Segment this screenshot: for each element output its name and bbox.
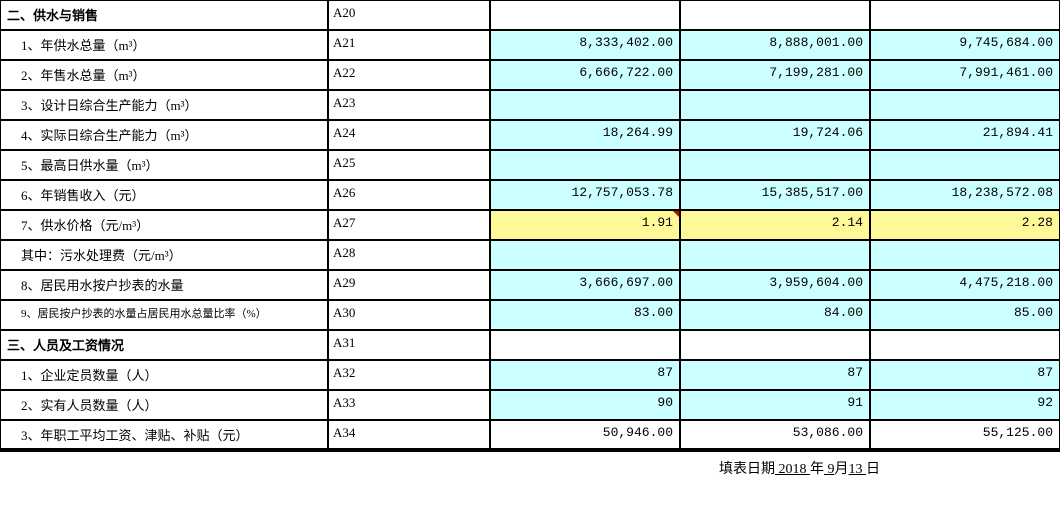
value-cell [680, 0, 870, 30]
value-cell: 87 [680, 360, 870, 390]
value-cell [490, 150, 680, 180]
table-row: 2、年售水总量（m³）A226,666,722.007,199,281.007,… [0, 60, 1060, 90]
section-header-cell: 三、人员及工资情况 [0, 330, 328, 360]
footer-year-suffix: 年 [810, 462, 824, 477]
row-label-cell: 3、年职工平均工资、津贴、补贴（元） [0, 420, 328, 450]
table-row: 其中：污水处理费（元/m³）A28 [0, 240, 1060, 270]
value-cell: 3,959,604.00 [680, 270, 870, 300]
footer-prefix: 填表日期 [719, 462, 775, 477]
value-cell [490, 330, 680, 360]
fill-date-line: 填表日期 2018 年 9月13 日 [0, 450, 1060, 484]
value-cell: 15,385,517.00 [680, 180, 870, 210]
table-row: 3、年职工平均工资、津贴、补贴（元）A3450,946.0053,086.005… [0, 420, 1060, 450]
table-row: 三、人员及工资情况A31 [0, 330, 1060, 360]
value-cell [870, 90, 1060, 120]
value-cell [870, 150, 1060, 180]
value-cell [870, 0, 1060, 30]
value-cell: 6,666,722.00 [490, 60, 680, 90]
table-row: 3、设计日综合生产能力（m³）A23 [0, 90, 1060, 120]
value-cell: 55,125.00 [870, 420, 1060, 450]
row-code-cell: A32 [328, 360, 490, 390]
value-cell: 18,264.99 [490, 120, 680, 150]
footer-year: 2018 [775, 462, 810, 477]
row-label-cell: 1、企业定员数量（人） [0, 360, 328, 390]
value-cell: 8,888,001.00 [680, 30, 870, 60]
table-row: 8、居民用水按户抄表的水量A293,666,697.003,959,604.00… [0, 270, 1060, 300]
row-label-cell: 3、设计日综合生产能力（m³） [0, 90, 328, 120]
row-code-cell: A21 [328, 30, 490, 60]
table-row: 1、年供水总量（m³）A218,333,402.008,888,001.009,… [0, 30, 1060, 60]
table-row: 4、实际日综合生产能力（m³）A2418,264.9919,724.0621,8… [0, 120, 1060, 150]
value-cell: 87 [870, 360, 1060, 390]
row-code-cell: A33 [328, 390, 490, 420]
value-cell [680, 240, 870, 270]
table-row: 9、居民按户抄表的水量占居民用水总量比率（%）A3083.0084.0085.0… [0, 300, 1060, 330]
value-cell: 9,745,684.00 [870, 30, 1060, 60]
row-label-cell: 其中：污水处理费（元/m³） [0, 240, 328, 270]
value-cell: 7,991,461.00 [870, 60, 1060, 90]
row-label-cell: 1、年供水总量（m³） [0, 30, 328, 60]
value-cell: 90 [490, 390, 680, 420]
row-code-cell: A24 [328, 120, 490, 150]
value-cell: 53,086.00 [680, 420, 870, 450]
row-code-cell: A26 [328, 180, 490, 210]
row-label-cell: 6、年销售收入（元） [0, 180, 328, 210]
row-code-cell: A23 [328, 90, 490, 120]
table-row: 6、年销售收入（元）A2612,757,053.7815,385,517.001… [0, 180, 1060, 210]
value-cell [680, 330, 870, 360]
row-code-cell: A31 [328, 330, 490, 360]
value-cell: 83.00 [490, 300, 680, 330]
footer-day-suffix: 日 [866, 462, 880, 477]
value-cell: 12,757,053.78 [490, 180, 680, 210]
value-cell: 91 [680, 390, 870, 420]
footer-month: 9 [824, 462, 835, 477]
row-code-cell: A28 [328, 240, 490, 270]
row-code-cell: A29 [328, 270, 490, 300]
value-cell [680, 150, 870, 180]
value-cell: 84.00 [680, 300, 870, 330]
table-row: 二、供水与销售A20 [0, 0, 1060, 30]
row-label-cell: 8、居民用水按户抄表的水量 [0, 270, 328, 300]
row-code-cell: A34 [328, 420, 490, 450]
row-label-cell: 7、供水价格（元/m³） [0, 210, 328, 240]
data-table: 二、供水与销售A201、年供水总量（m³）A218,333,402.008,88… [0, 0, 1060, 450]
row-code-cell: A25 [328, 150, 490, 180]
value-cell [490, 240, 680, 270]
footer-day: 13 [849, 462, 867, 477]
value-cell [490, 90, 680, 120]
row-code-cell: A30 [328, 300, 490, 330]
value-cell: 85.00 [870, 300, 1060, 330]
row-label-cell: 4、实际日综合生产能力（m³） [0, 120, 328, 150]
value-cell: 8,333,402.00 [490, 30, 680, 60]
row-label-cell: 2、年售水总量（m³） [0, 60, 328, 90]
value-cell: 7,199,281.00 [680, 60, 870, 90]
value-cell: 21,894.41 [870, 120, 1060, 150]
value-cell: 19,724.06 [680, 120, 870, 150]
row-code-cell: A20 [328, 0, 490, 30]
row-code-cell: A22 [328, 60, 490, 90]
value-cell [680, 90, 870, 120]
value-cell [870, 240, 1060, 270]
table-row: 2、实有人员数量（人）A33909192 [0, 390, 1060, 420]
value-cell [870, 330, 1060, 360]
value-cell: 2.28 [870, 210, 1060, 240]
value-cell: 50,946.00 [490, 420, 680, 450]
value-cell: 1.91 [490, 210, 680, 240]
table-row: 1、企业定员数量（人）A32878787 [0, 360, 1060, 390]
table-row: 7、供水价格（元/m³）A271.912.142.28 [0, 210, 1060, 240]
footer-month-suffix: 月 [835, 462, 849, 477]
value-cell: 18,238,572.08 [870, 180, 1060, 210]
value-cell: 3,666,697.00 [490, 270, 680, 300]
row-label-cell: 2、实有人员数量（人） [0, 390, 328, 420]
value-cell: 2.14 [680, 210, 870, 240]
row-label-cell: 5、最高日供水量（m³） [0, 150, 328, 180]
value-cell: 92 [870, 390, 1060, 420]
value-cell: 4,475,218.00 [870, 270, 1060, 300]
row-code-cell: A27 [328, 210, 490, 240]
row-label-cell: 9、居民按户抄表的水量占居民用水总量比率（%） [0, 300, 328, 330]
table-row: 5、最高日供水量（m³）A25 [0, 150, 1060, 180]
value-cell [490, 0, 680, 30]
value-cell: 87 [490, 360, 680, 390]
section-header-cell: 二、供水与销售 [0, 0, 328, 30]
